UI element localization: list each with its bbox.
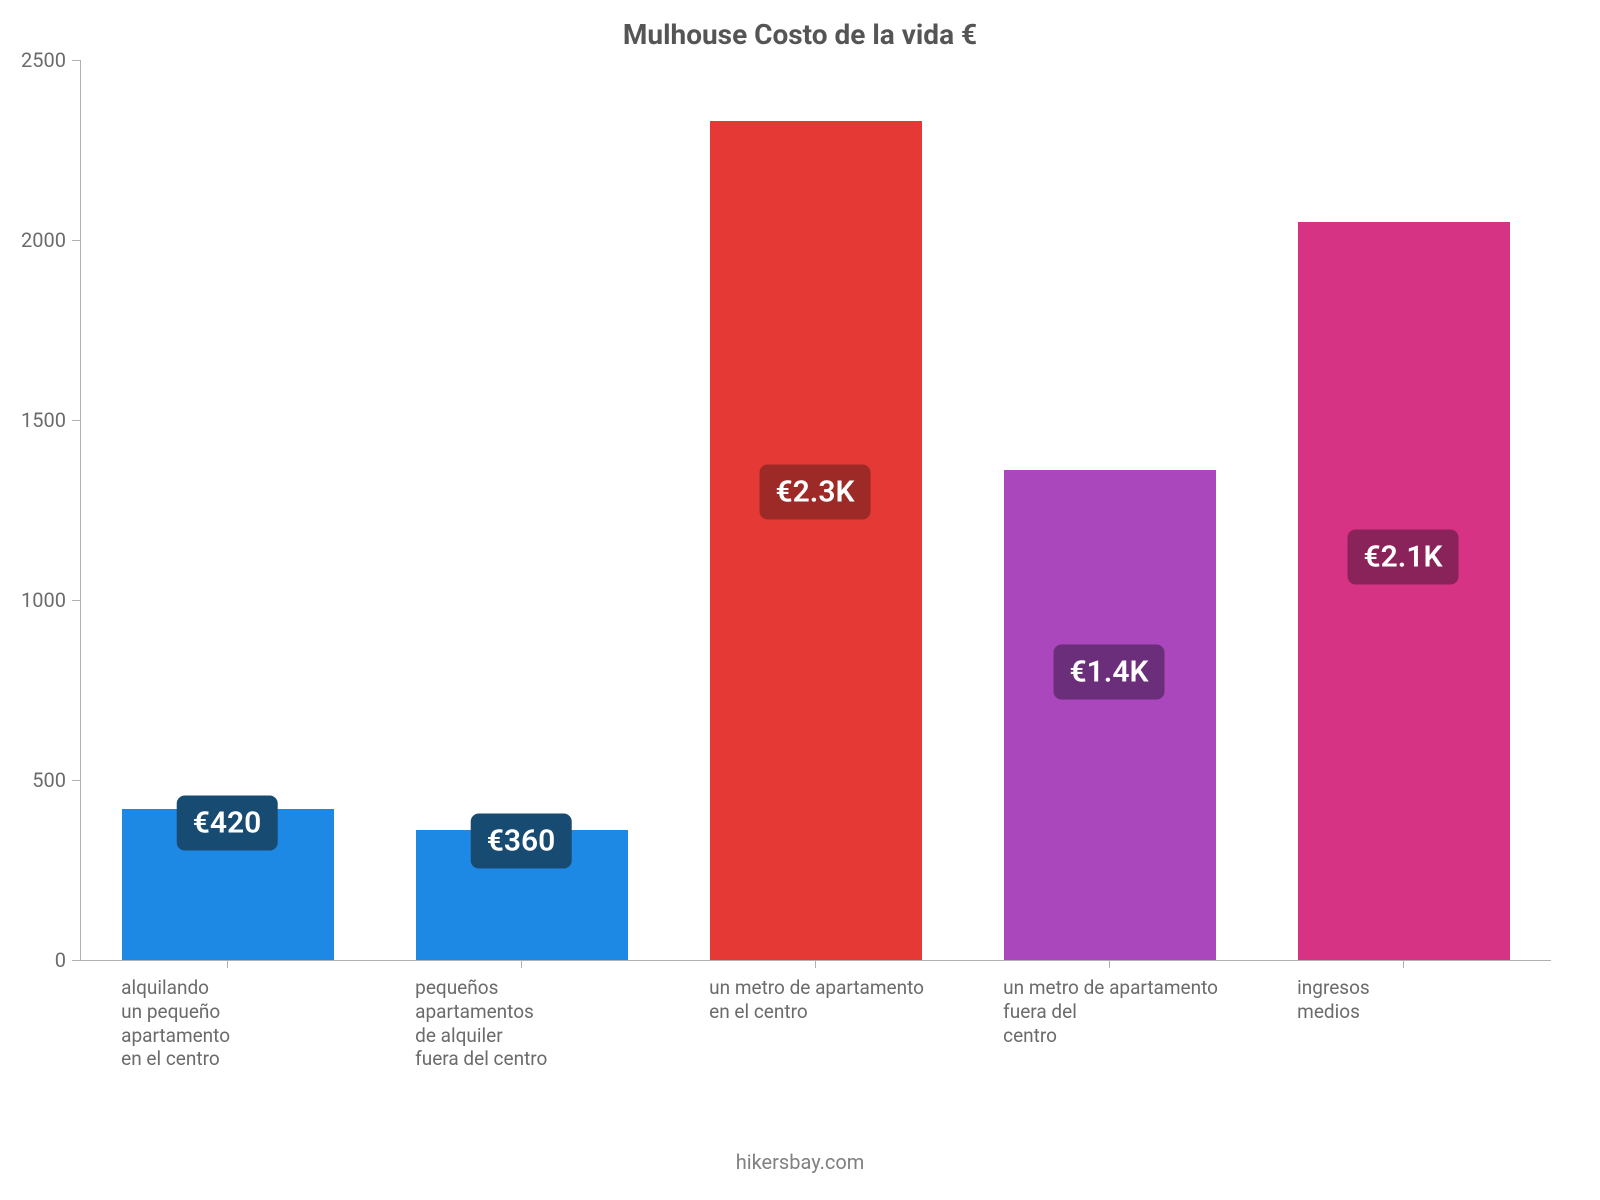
bar-value-label: €360 bbox=[471, 814, 572, 869]
ytick-label: 2500 bbox=[21, 48, 66, 72]
ytick-label: 1500 bbox=[21, 408, 66, 432]
ytick-label: 1000 bbox=[21, 588, 66, 612]
xtick-mark bbox=[521, 960, 522, 968]
xtick-mark bbox=[1109, 960, 1110, 968]
xtick-mark bbox=[1403, 960, 1404, 968]
bar-value-label: €2.1K bbox=[1348, 529, 1459, 584]
bar-value-label: €420 bbox=[177, 796, 278, 851]
ytick-label: 2000 bbox=[21, 228, 66, 252]
ytick-label: 0 bbox=[55, 948, 66, 972]
bar bbox=[1004, 470, 1216, 960]
xtick-label: un metro de apartamento en el centro bbox=[709, 976, 961, 1024]
xtick-label: un metro de apartamento fuera del centro bbox=[1003, 976, 1255, 1047]
ytick-mark bbox=[72, 960, 80, 961]
xtick-mark bbox=[227, 960, 228, 968]
xtick-label: pequeños apartamentos de alquiler fuera … bbox=[415, 976, 667, 1071]
ytick-mark bbox=[72, 240, 80, 241]
chart-title: Mulhouse Costo de la vida € bbox=[0, 18, 1600, 51]
cost-of-living-chart: Mulhouse Costo de la vida € hikersbay.co… bbox=[0, 0, 1600, 1200]
credit-text: hikersbay.com bbox=[0, 1150, 1600, 1174]
xtick-label: ingresos medios bbox=[1297, 976, 1549, 1024]
bar bbox=[1298, 222, 1510, 960]
ytick-mark bbox=[72, 780, 80, 781]
ytick-mark bbox=[72, 600, 80, 601]
ytick-mark bbox=[72, 60, 80, 61]
xtick-mark bbox=[815, 960, 816, 968]
xtick-label: alquilando un pequeño apartamento en el … bbox=[121, 976, 373, 1071]
bar-value-label: €2.3K bbox=[760, 465, 871, 520]
bar bbox=[710, 121, 922, 960]
ytick-mark bbox=[72, 420, 80, 421]
ytick-label: 500 bbox=[32, 768, 66, 792]
bar-value-label: €1.4K bbox=[1054, 645, 1165, 700]
